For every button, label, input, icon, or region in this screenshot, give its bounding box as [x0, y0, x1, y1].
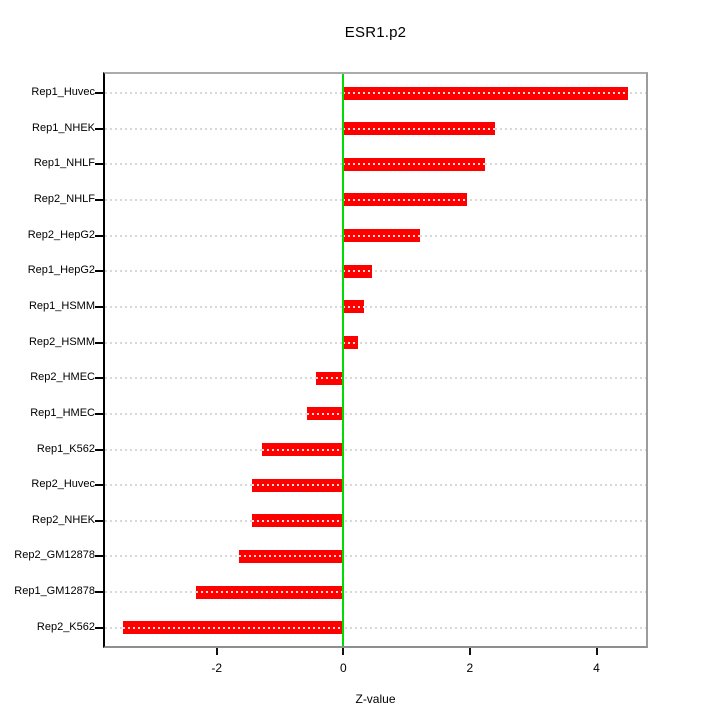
- bar-gridline-overlay: [196, 591, 344, 594]
- x-tick-label: 4: [593, 661, 600, 675]
- y-tick-label: Rep2_NHEK: [32, 513, 95, 526]
- y-tick-mark: [95, 484, 103, 487]
- x-tick-mark: [595, 648, 598, 655]
- y-tick-label: Rep2_HMEC: [30, 371, 95, 384]
- y-tick-label: Rep2_Huvec: [31, 478, 95, 491]
- x-tick-label: 0: [339, 661, 347, 675]
- bar-gridline-overlay: [262, 448, 344, 451]
- y-tick-label: Rep2_HepG2: [27, 228, 95, 241]
- bar-Rep1_NHEK: [343, 122, 495, 136]
- bar-gridline-overlay: [343, 305, 365, 308]
- y-tick-label: Rep2_NHLF: [33, 192, 95, 205]
- gridline: [105, 305, 646, 308]
- bar-Rep2_HSMM: [343, 336, 358, 350]
- gridline: [105, 270, 646, 273]
- bar-Rep2_NHLF: [343, 193, 467, 207]
- bar-Rep1_Huvec: [343, 86, 629, 100]
- x-tick-mark: [468, 648, 471, 655]
- bar-gridline-overlay: [251, 519, 344, 522]
- y-tick-label: Rep1_NHEK: [32, 121, 95, 134]
- y-tick-mark: [95, 198, 103, 201]
- y-tick-label: Rep1_GM12878: [14, 585, 95, 598]
- y-tick-label: Rep2_GM12878: [14, 549, 95, 562]
- y-tick-mark: [95, 591, 103, 594]
- y-tick-mark: [95, 163, 103, 166]
- y-tick-label: Rep1_Huvec: [31, 86, 95, 98]
- gridline: [105, 555, 646, 558]
- zero-line: [342, 74, 345, 646]
- bar-Rep2_K562: [123, 621, 344, 635]
- gridline: [105, 591, 646, 594]
- bar-gridline-overlay: [343, 163, 486, 166]
- gridline: [105, 484, 646, 487]
- gridline: [105, 519, 646, 522]
- y-tick-mark: [95, 519, 103, 522]
- gridline: [105, 448, 646, 451]
- bar-Rep1_NHLF: [343, 157, 486, 171]
- bar-Rep1_HepG2: [343, 264, 373, 278]
- y-tick-mark: [95, 92, 103, 94]
- bar-gridline-overlay: [306, 412, 344, 415]
- bar-Rep2_NHEK: [251, 514, 344, 528]
- gridline: [105, 377, 646, 380]
- x-axis-title: Z-value: [355, 692, 396, 706]
- bar-gridline-overlay: [343, 198, 467, 201]
- bar-gridline-overlay: [343, 234, 420, 237]
- y-tick-mark: [95, 234, 103, 237]
- bar-Rep1_K562: [262, 443, 344, 456]
- y-tick-label: Rep1_HMEC: [30, 406, 95, 419]
- y-tick-mark: [95, 377, 103, 380]
- gridline: [105, 341, 646, 344]
- chart-title: ESR1.p2: [344, 24, 407, 41]
- bar-Rep2_HepG2: [343, 229, 420, 243]
- y-tick-mark: [95, 555, 103, 558]
- bar-Rep1_HSMM: [343, 300, 365, 314]
- bar-Rep2_GM12878: [238, 549, 344, 563]
- bar-gridline-overlay: [343, 92, 629, 94]
- x-tick-mark: [342, 648, 345, 655]
- bar-gridline-overlay: [252, 484, 344, 487]
- y-tick-label: Rep2_K562: [36, 620, 95, 633]
- y-tick-label: Rep1_HSMM: [28, 299, 95, 312]
- x-tick-label: -2: [211, 661, 223, 675]
- y-tick-mark: [95, 127, 103, 130]
- y-tick-mark: [95, 412, 103, 415]
- y-tick-mark: [95, 270, 103, 273]
- y-tick-label: Rep1_NHLF: [33, 157, 95, 170]
- y-tick-label: Rep1_K562: [36, 442, 95, 455]
- bar-Rep2_HMEC: [316, 371, 344, 385]
- bar-Rep1_HMEC: [306, 407, 344, 421]
- gridline: [105, 412, 646, 415]
- y-tick-label: Rep2_HSMM: [28, 335, 95, 348]
- bar-gridline-overlay: [123, 626, 344, 629]
- bar-gridline-overlay: [343, 127, 495, 130]
- bar-gridline-overlay: [343, 270, 373, 273]
- x-tick-label: 2: [466, 661, 474, 675]
- gridline: [105, 626, 646, 629]
- y-tick-mark: [95, 305, 103, 308]
- y-tick-mark: [95, 341, 103, 344]
- plot-area: [103, 72, 648, 648]
- y-tick-mark: [95, 626, 103, 629]
- bar-gridline-overlay: [238, 555, 344, 558]
- y-tick-label: Rep1_HepG2: [27, 264, 95, 277]
- x-tick-mark: [215, 648, 218, 655]
- y-tick-mark: [95, 448, 103, 451]
- bar-Rep2_Huvec: [252, 478, 344, 492]
- bar-Rep1_GM12878: [196, 585, 344, 599]
- bar-gridline-overlay: [316, 377, 344, 380]
- bar-gridline-overlay: [343, 341, 358, 344]
